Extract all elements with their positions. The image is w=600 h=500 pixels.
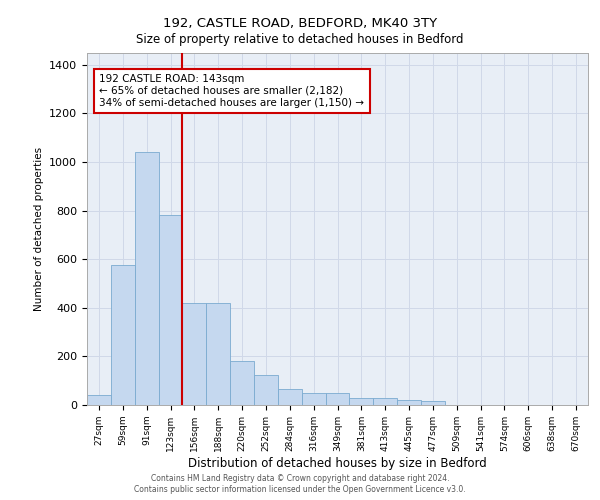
Text: Contains HM Land Registry data © Crown copyright and database right 2024.
Contai: Contains HM Land Registry data © Crown c…	[134, 474, 466, 494]
Bar	[373, 398, 397, 405]
Bar	[302, 393, 326, 405]
Bar	[326, 393, 349, 405]
Bar	[421, 402, 445, 405]
Text: Size of property relative to detached houses in Bedford: Size of property relative to detached ho…	[136, 32, 464, 46]
Text: 192, CASTLE ROAD, BEDFORD, MK40 3TY: 192, CASTLE ROAD, BEDFORD, MK40 3TY	[163, 18, 437, 30]
Bar	[111, 265, 135, 405]
Bar	[135, 152, 158, 405]
X-axis label: Distribution of detached houses by size in Bedford: Distribution of detached houses by size …	[188, 456, 487, 469]
Bar	[278, 389, 302, 405]
Bar	[230, 361, 254, 405]
Bar	[158, 216, 182, 405]
Y-axis label: Number of detached properties: Number of detached properties	[34, 146, 44, 311]
Bar	[397, 400, 421, 405]
Bar	[254, 374, 278, 405]
Text: 192 CASTLE ROAD: 143sqm
← 65% of detached houses are smaller (2,182)
34% of semi: 192 CASTLE ROAD: 143sqm ← 65% of detache…	[100, 74, 364, 108]
Bar	[87, 396, 111, 405]
Bar	[349, 398, 373, 405]
Bar	[206, 303, 230, 405]
Bar	[182, 303, 206, 405]
